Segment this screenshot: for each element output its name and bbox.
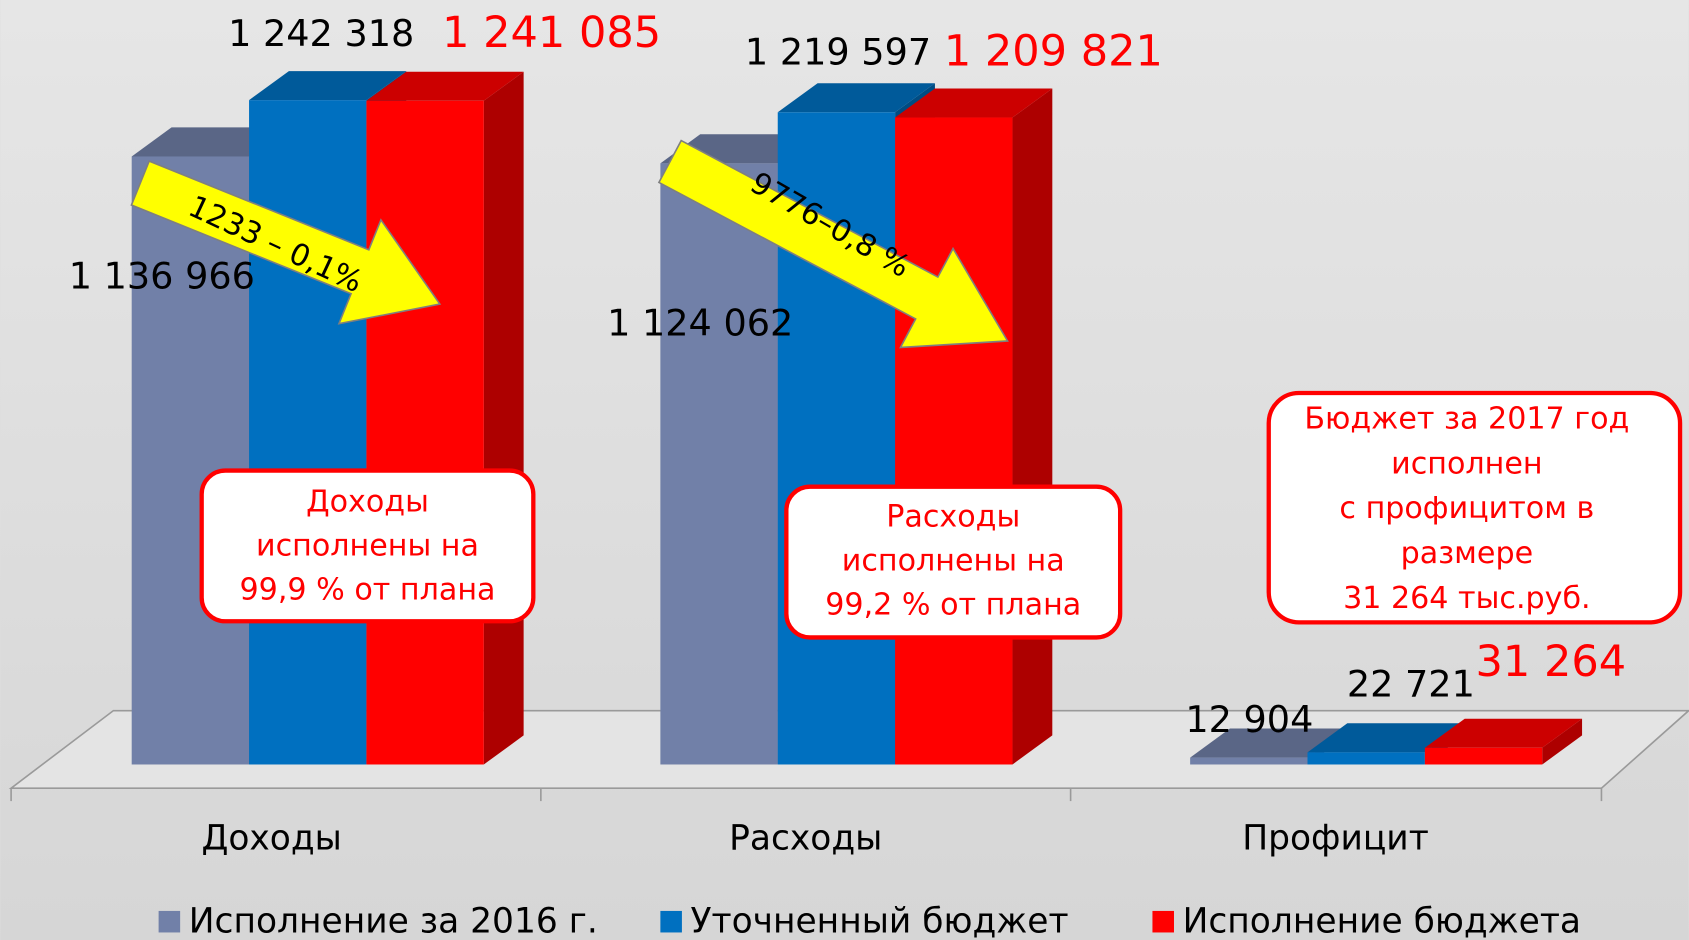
labels: 1 136 966 1 242 318 1 241 085 Доходы 1 124 0…	[69, 8, 1626, 858]
callout-box: Расходы исполнены на 99,2 % от плана	[784, 484, 1123, 640]
x-tick-label: Доходы	[201, 818, 341, 858]
callout-line: Доходы	[306, 484, 429, 519]
bar-top	[1307, 723, 1465, 753]
callout-line: исполнены на	[256, 528, 479, 563]
bar	[660, 163, 778, 765]
callout-box: Доходы исполнены на 99,9 % от плана	[199, 468, 536, 624]
value-label: 1 124 062	[607, 302, 793, 345]
legend-label: Исполнение за 2016 г.	[189, 901, 598, 940]
x-tick-label: Профицит	[1242, 818, 1429, 858]
callout-line: исполнены на	[842, 544, 1065, 579]
bar	[895, 117, 1013, 765]
bar-side	[483, 71, 524, 765]
bar	[1190, 757, 1308, 765]
bar-side	[1012, 88, 1053, 765]
value-label: 1 219 597	[745, 30, 931, 73]
value-label: 12 904	[1185, 698, 1313, 741]
value-label: 31 264	[1476, 637, 1627, 687]
callout-line: 99,9 % от плана	[240, 573, 496, 608]
bar-top	[366, 71, 524, 101]
bar	[131, 156, 250, 765]
legend-swatch	[660, 910, 682, 933]
legend-label: Уточненный бюджет	[691, 901, 1069, 940]
callout-line: Бюджет за 2017 год	[1304, 401, 1629, 436]
bar	[1307, 752, 1425, 765]
legend-swatch	[158, 910, 181, 933]
bar-top	[777, 83, 935, 113]
axis-ticks	[10, 788, 1603, 802]
bar-top	[1190, 728, 1348, 758]
legend-swatch	[1152, 910, 1174, 933]
legend-label: Исполнение бюджета	[1183, 901, 1581, 940]
bar-side	[1542, 718, 1583, 765]
callout-line: 31 264 тыс.руб.	[1343, 581, 1591, 616]
bar-top	[1424, 718, 1583, 748]
callout-line: размере	[1401, 536, 1534, 571]
value-label: 1 136 966	[69, 254, 255, 297]
bar-top	[249, 71, 407, 101]
x-tick-label: Расходы	[729, 818, 882, 858]
value-label: 1 242 318	[228, 12, 414, 55]
bar	[1424, 747, 1543, 765]
bar	[366, 100, 484, 765]
value-label: 1 209 821	[944, 26, 1163, 76]
callout-line: исполнен	[1391, 447, 1542, 482]
value-label: 1 241 085	[442, 8, 661, 58]
callout-box: Бюджет за 2017 год исполнен с профицитом…	[1266, 390, 1683, 625]
callout-line: Расходы	[886, 499, 1020, 534]
bar	[249, 100, 367, 765]
callout-line: 99,2 % от плана	[825, 588, 1081, 623]
bar-top	[895, 88, 1053, 118]
callout-line: с профицитом в	[1339, 491, 1594, 526]
value-label: 22 721	[1347, 662, 1475, 705]
legend: Исполнение за 2016 г. Уточненный бюджет Ис…	[158, 901, 1581, 940]
